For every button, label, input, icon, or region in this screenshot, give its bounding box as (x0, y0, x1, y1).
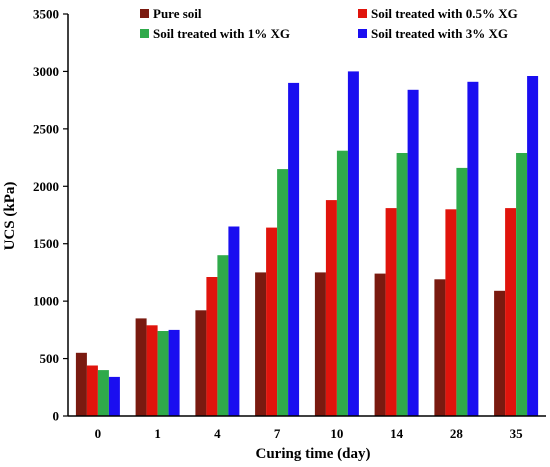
bar (407, 89, 419, 417)
bars-layer (75, 71, 539, 417)
bar (347, 71, 359, 417)
y-tick-label: 1500 (33, 236, 59, 251)
bar (86, 365, 98, 416)
bar (217, 255, 229, 416)
legend-label: Soil treated with 3% XG (371, 26, 508, 41)
bar (434, 279, 446, 416)
bar (97, 370, 109, 416)
y-tick-label: 3000 (33, 64, 59, 79)
bar (325, 200, 337, 416)
legend-swatch (358, 9, 367, 18)
bar (255, 272, 267, 416)
bar (494, 290, 506, 416)
bar (456, 167, 468, 416)
bar (266, 227, 278, 416)
bar (396, 153, 408, 416)
bar (157, 331, 169, 416)
bar (75, 352, 87, 416)
x-tick-label: 10 (330, 426, 343, 441)
y-axis-title: UCS (kPa) (2, 182, 18, 251)
bar (277, 169, 289, 416)
bar (108, 376, 120, 416)
bar (336, 150, 348, 416)
legend-label: Soil treated with 0.5% XG (371, 6, 518, 21)
y-tick-label: 0 (53, 409, 60, 424)
x-tick-label: 14 (390, 426, 404, 441)
bar (146, 325, 158, 416)
legend-swatch (358, 29, 367, 38)
legend-label: Soil treated with 1% XG (153, 26, 290, 41)
legend-label: Pure soil (153, 6, 202, 21)
y-tick-label: 1000 (33, 294, 59, 309)
bar (467, 81, 479, 417)
bar (374, 273, 386, 416)
bar (228, 226, 240, 416)
bar (314, 272, 326, 416)
bar (527, 76, 539, 416)
legend-swatch (140, 9, 149, 18)
legend: Pure soil Soil treated with 0.5% XG Soil t… (140, 6, 518, 41)
y-tick-label: 3500 (33, 7, 59, 22)
x-tick-label: 28 (450, 426, 464, 441)
bar (206, 277, 218, 416)
bar (385, 208, 397, 416)
x-tick-label: 1 (154, 426, 161, 441)
bar (516, 153, 528, 416)
x-tick-label: 7 (274, 426, 281, 441)
x-tick-label: 4 (214, 426, 221, 441)
y-tick-label: 2500 (33, 121, 59, 136)
x-tick-label: 35 (510, 426, 524, 441)
x-axis-title: Curing time (day) (256, 446, 371, 462)
bar (445, 209, 457, 416)
bar (288, 82, 300, 417)
legend-swatch (140, 29, 149, 38)
bar (195, 310, 207, 416)
y-tick-label: 2000 (33, 179, 59, 194)
x-tick-label: 0 (95, 426, 102, 441)
bar (168, 329, 180, 416)
bar (505, 208, 517, 416)
bar (135, 318, 147, 416)
y-tick-label: 500 (40, 351, 60, 366)
